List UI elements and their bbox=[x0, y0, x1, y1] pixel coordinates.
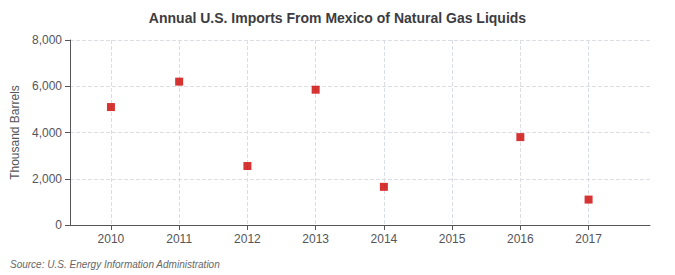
svg-text:6,000: 6,000 bbox=[32, 79, 62, 93]
svg-text:0: 0 bbox=[55, 218, 62, 232]
svg-text:Annual U.S. Imports From Mexic: Annual U.S. Imports From Mexico of Natur… bbox=[149, 10, 526, 26]
svg-text:8,000: 8,000 bbox=[32, 33, 62, 47]
svg-text:2016: 2016 bbox=[507, 232, 534, 246]
svg-text:Thousand Barrels: Thousand Barrels bbox=[8, 85, 22, 180]
svg-text:2012: 2012 bbox=[234, 232, 261, 246]
svg-text:2013: 2013 bbox=[302, 232, 329, 246]
svg-text:Source: U.S. Energy Informatio: Source: U.S. Energy Information Administ… bbox=[10, 259, 220, 270]
svg-text:4,000: 4,000 bbox=[32, 126, 62, 140]
svg-text:2011: 2011 bbox=[166, 232, 192, 246]
svg-text:2,000: 2,000 bbox=[32, 172, 62, 186]
svg-text:2015: 2015 bbox=[439, 232, 466, 246]
svg-text:2017: 2017 bbox=[575, 232, 602, 246]
svg-text:2014: 2014 bbox=[371, 232, 398, 246]
svg-text:2010: 2010 bbox=[98, 232, 125, 246]
